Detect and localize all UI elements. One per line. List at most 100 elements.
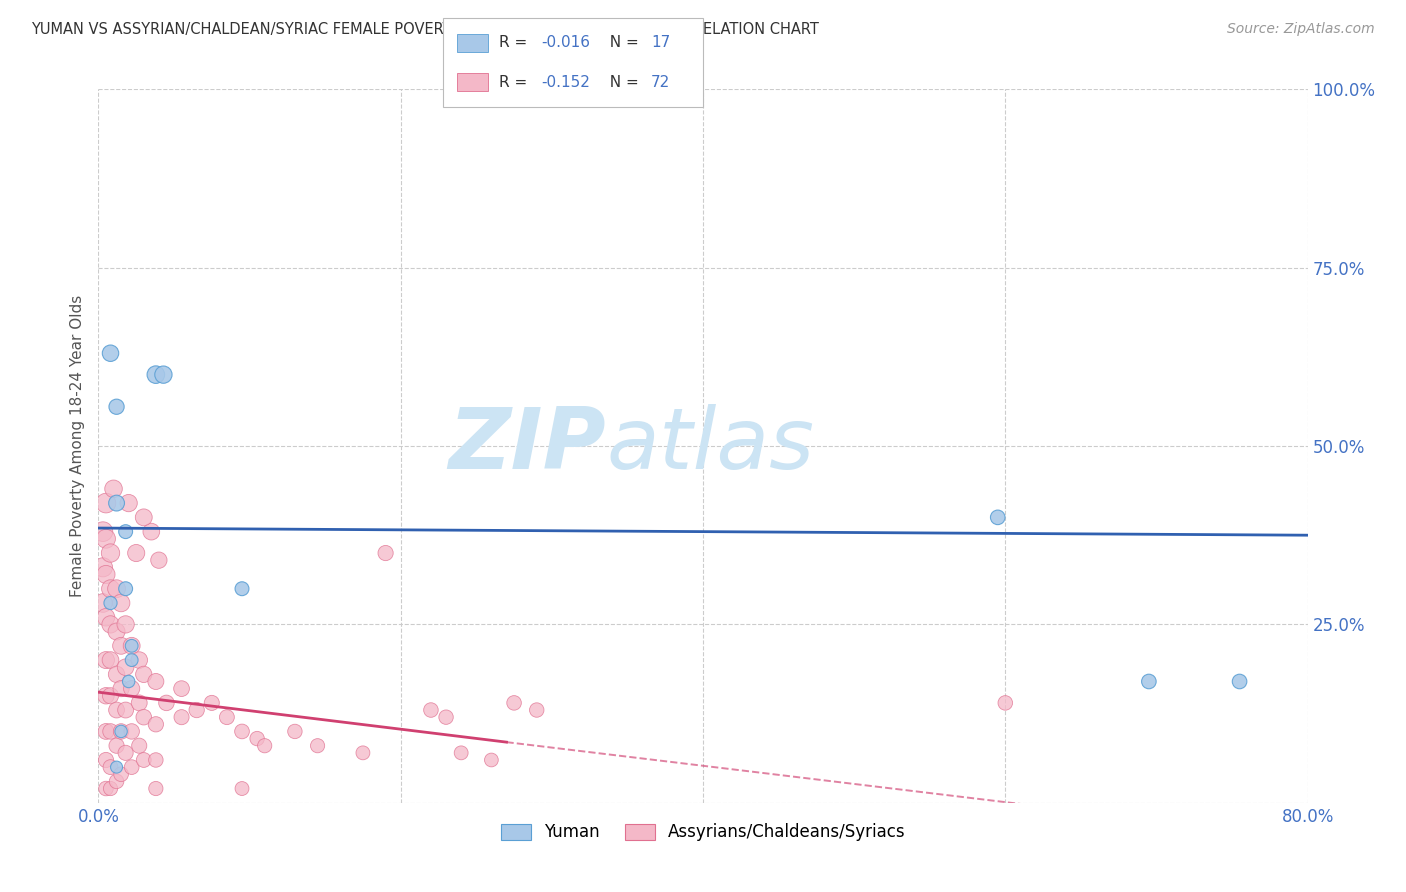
Point <box>128 739 150 753</box>
Point <box>121 760 143 774</box>
Point <box>94 610 117 624</box>
Point <box>170 710 193 724</box>
Point <box>450 746 472 760</box>
Point <box>110 681 132 696</box>
Point <box>145 753 167 767</box>
Point <box>94 753 117 767</box>
Point <box>110 639 132 653</box>
Point <box>145 717 167 731</box>
Point <box>94 532 117 546</box>
Point <box>132 710 155 724</box>
Point <box>246 731 269 746</box>
Point <box>121 653 143 667</box>
Point <box>141 524 163 539</box>
Point <box>94 689 117 703</box>
Point <box>201 696 224 710</box>
Point <box>170 681 193 696</box>
Point <box>526 703 548 717</box>
Point <box>434 710 457 724</box>
Text: Source: ZipAtlas.com: Source: ZipAtlas.com <box>1227 22 1375 37</box>
Y-axis label: Female Poverty Among 18-24 Year Olds: Female Poverty Among 18-24 Year Olds <box>70 295 86 597</box>
Text: 17: 17 <box>651 36 671 50</box>
Point <box>132 753 155 767</box>
Point <box>121 639 143 653</box>
Point <box>121 639 143 653</box>
Point <box>105 739 128 753</box>
Point <box>114 660 136 674</box>
Point <box>125 546 148 560</box>
Point <box>103 482 125 496</box>
Point <box>114 703 136 717</box>
Point <box>352 746 374 760</box>
Point <box>481 753 503 767</box>
Text: ZIP: ZIP <box>449 404 606 488</box>
Point <box>114 524 136 539</box>
Point <box>307 739 329 753</box>
Point <box>91 560 114 574</box>
Point <box>132 667 155 681</box>
Legend: Yuman, Assyrians/Chaldeans/Syriacs: Yuman, Assyrians/Chaldeans/Syriacs <box>494 817 912 848</box>
Text: -0.016: -0.016 <box>541 36 591 50</box>
Point <box>1229 674 1251 689</box>
Point <box>128 653 150 667</box>
Point <box>231 724 253 739</box>
Point <box>145 368 167 382</box>
Point <box>148 553 170 567</box>
Text: N =: N = <box>600 36 644 50</box>
Point <box>105 774 128 789</box>
Point <box>114 582 136 596</box>
Point <box>994 696 1017 710</box>
Point <box>110 724 132 739</box>
Point <box>231 582 253 596</box>
Point <box>94 496 117 510</box>
Point <box>100 546 122 560</box>
Point <box>94 567 117 582</box>
Point <box>155 696 177 710</box>
Point <box>503 696 526 710</box>
Point <box>128 696 150 710</box>
Point <box>91 596 114 610</box>
Point <box>121 681 143 696</box>
Point <box>215 710 238 724</box>
Text: N =: N = <box>600 75 644 89</box>
Text: R =: R = <box>499 75 533 89</box>
Point <box>1137 674 1160 689</box>
Point <box>186 703 208 717</box>
Text: -0.152: -0.152 <box>541 75 591 89</box>
Text: atlas: atlas <box>606 404 814 488</box>
Text: YUMAN VS ASSYRIAN/CHALDEAN/SYRIAC FEMALE POVERTY AMONG 18-24 YEAR OLDS CORRELATI: YUMAN VS ASSYRIAN/CHALDEAN/SYRIAC FEMALE… <box>31 22 818 37</box>
Point <box>145 781 167 796</box>
Text: R =: R = <box>499 36 533 50</box>
Point <box>118 496 141 510</box>
Point <box>100 653 122 667</box>
Point <box>987 510 1010 524</box>
Point <box>100 617 122 632</box>
Text: 72: 72 <box>651 75 671 89</box>
Point <box>152 368 174 382</box>
Point <box>105 400 128 414</box>
Point <box>100 346 122 360</box>
Point <box>110 596 132 610</box>
Point <box>94 653 117 667</box>
Point <box>110 724 132 739</box>
Point <box>110 767 132 781</box>
Point <box>105 667 128 681</box>
Point <box>105 703 128 717</box>
Point <box>121 724 143 739</box>
Point <box>374 546 396 560</box>
Point <box>105 582 128 596</box>
Point <box>420 703 443 717</box>
Point <box>100 724 122 739</box>
Point <box>284 724 307 739</box>
Point <box>105 624 128 639</box>
Point <box>100 582 122 596</box>
Point <box>105 496 128 510</box>
Point <box>118 674 141 689</box>
Point <box>145 674 167 689</box>
Point <box>100 781 122 796</box>
Point <box>132 510 155 524</box>
Point <box>105 760 128 774</box>
Point <box>100 760 122 774</box>
Point <box>114 746 136 760</box>
Point <box>253 739 276 753</box>
